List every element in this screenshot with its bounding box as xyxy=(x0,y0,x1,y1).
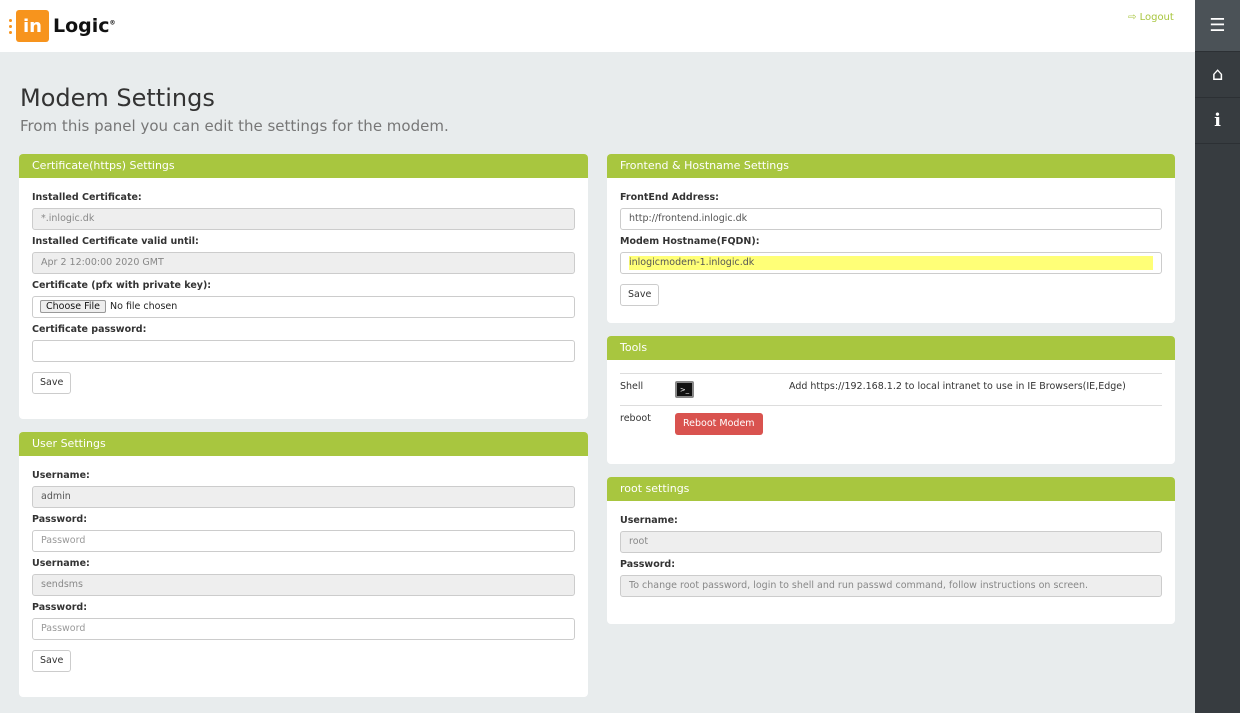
hostname-input[interactable]: inlogicmodem-1.inlogic.dk xyxy=(620,252,1162,274)
username-label: Username: xyxy=(32,558,90,569)
frontend-address-label: FrontEnd Address: xyxy=(620,192,719,203)
installed-cert-label: Installed Certificate: xyxy=(32,192,142,203)
password-label: Password: xyxy=(32,602,88,613)
valid-until-field: Apr 2 12:00:00 2020 GMT xyxy=(32,252,575,274)
installed-cert-field: *.inlogic.dk xyxy=(32,208,575,230)
username-sendsms-field: sendsms xyxy=(32,574,575,596)
panel-title: Frontend & Hostname Settings xyxy=(607,154,1175,178)
cert-password-input[interactable] xyxy=(32,340,575,362)
home-icon: ⌂ xyxy=(1211,64,1224,85)
username-admin-field: admin xyxy=(32,486,575,508)
save-cert-button[interactable]: Save xyxy=(32,372,72,394)
logo-text: Logic® xyxy=(53,15,116,37)
dots-icon xyxy=(9,18,12,34)
info-button[interactable]: i xyxy=(1195,98,1240,144)
reboot-modem-button[interactable]: Reboot Modem xyxy=(675,413,763,435)
home-button[interactable]: ⌂ xyxy=(1195,52,1240,98)
cert-file-label: Certificate (pfx with private key): xyxy=(32,280,212,291)
terminal-icon[interactable]: >_ xyxy=(675,381,694,398)
panel-title: root settings xyxy=(607,477,1175,501)
inlogic-logo[interactable]: in Logic® xyxy=(9,10,116,42)
frontend-address-input[interactable]: http://frontend.inlogic.dk xyxy=(620,208,1162,230)
reboot-label: reboot xyxy=(620,405,675,442)
menu-button[interactable]: ☰ xyxy=(1195,0,1240,52)
root-username-field: root xyxy=(620,531,1162,553)
root-username-label: Username: xyxy=(620,515,678,526)
panel-title: Tools xyxy=(607,336,1175,360)
choose-file-button[interactable]: Choose File xyxy=(40,300,106,313)
page-subtitle: From this panel you can edit the setting… xyxy=(20,117,449,135)
user-settings-panel: User Settings Username: admin Password: … xyxy=(19,432,588,697)
hostname-label: Modem Hostname(FQDN): xyxy=(620,236,760,247)
sidebar: ☰ ⌂ i xyxy=(1195,0,1240,713)
hamburger-icon: ☰ xyxy=(1209,15,1226,36)
valid-until-label: Installed Certificate valid until: xyxy=(32,236,199,247)
password-label: Password: xyxy=(32,514,88,525)
cert-file-input[interactable]: Choose File No file chosen xyxy=(32,296,575,318)
info-icon: i xyxy=(1214,110,1221,131)
root-password-field: To change root password, login to shell … xyxy=(620,575,1162,597)
logout-label: Logout xyxy=(1139,12,1174,23)
frontend-panel: Frontend & Hostname Settings FrontEnd Ad… xyxy=(607,154,1175,323)
cert-password-label: Certificate password: xyxy=(32,324,147,335)
root-password-label: Password: xyxy=(620,559,676,570)
tools-table: Shell >_ Add https://192.168.1.2 to loca… xyxy=(620,373,1162,442)
username-label: Username: xyxy=(32,470,90,481)
table-row: Shell >_ Add https://192.168.1.2 to loca… xyxy=(620,373,1162,406)
save-frontend-button[interactable]: Save xyxy=(620,284,660,306)
admin-password-input[interactable]: Password xyxy=(32,530,575,552)
tools-panel: Tools Shell >_ Add https://192.168.1.2 t… xyxy=(607,336,1175,464)
hostname-value: inlogicmodem-1.inlogic.dk xyxy=(629,256,1153,270)
table-row: reboot Reboot Modem xyxy=(620,405,1162,442)
top-header: in Logic® ⇨ Logout xyxy=(0,0,1195,52)
panel-title: Certificate(https) Settings xyxy=(19,154,588,178)
sendsms-password-input[interactable]: Password xyxy=(32,618,575,640)
panel-title: User Settings xyxy=(19,432,588,456)
save-users-button[interactable]: Save xyxy=(32,650,72,672)
logo-badge: in xyxy=(16,10,49,42)
file-status: No file chosen xyxy=(110,301,178,312)
logout-link[interactable]: ⇨ Logout xyxy=(1128,12,1174,23)
shell-label: Shell xyxy=(620,373,675,406)
shell-note: Add https://192.168.1.2 to local intrane… xyxy=(789,373,1162,406)
root-settings-panel: root settings Username: root Password: T… xyxy=(607,477,1175,624)
page-title: Modem Settings xyxy=(20,84,215,112)
certificate-panel: Certificate(https) Settings Installed Ce… xyxy=(19,154,588,419)
logout-icon: ⇨ xyxy=(1128,12,1137,23)
